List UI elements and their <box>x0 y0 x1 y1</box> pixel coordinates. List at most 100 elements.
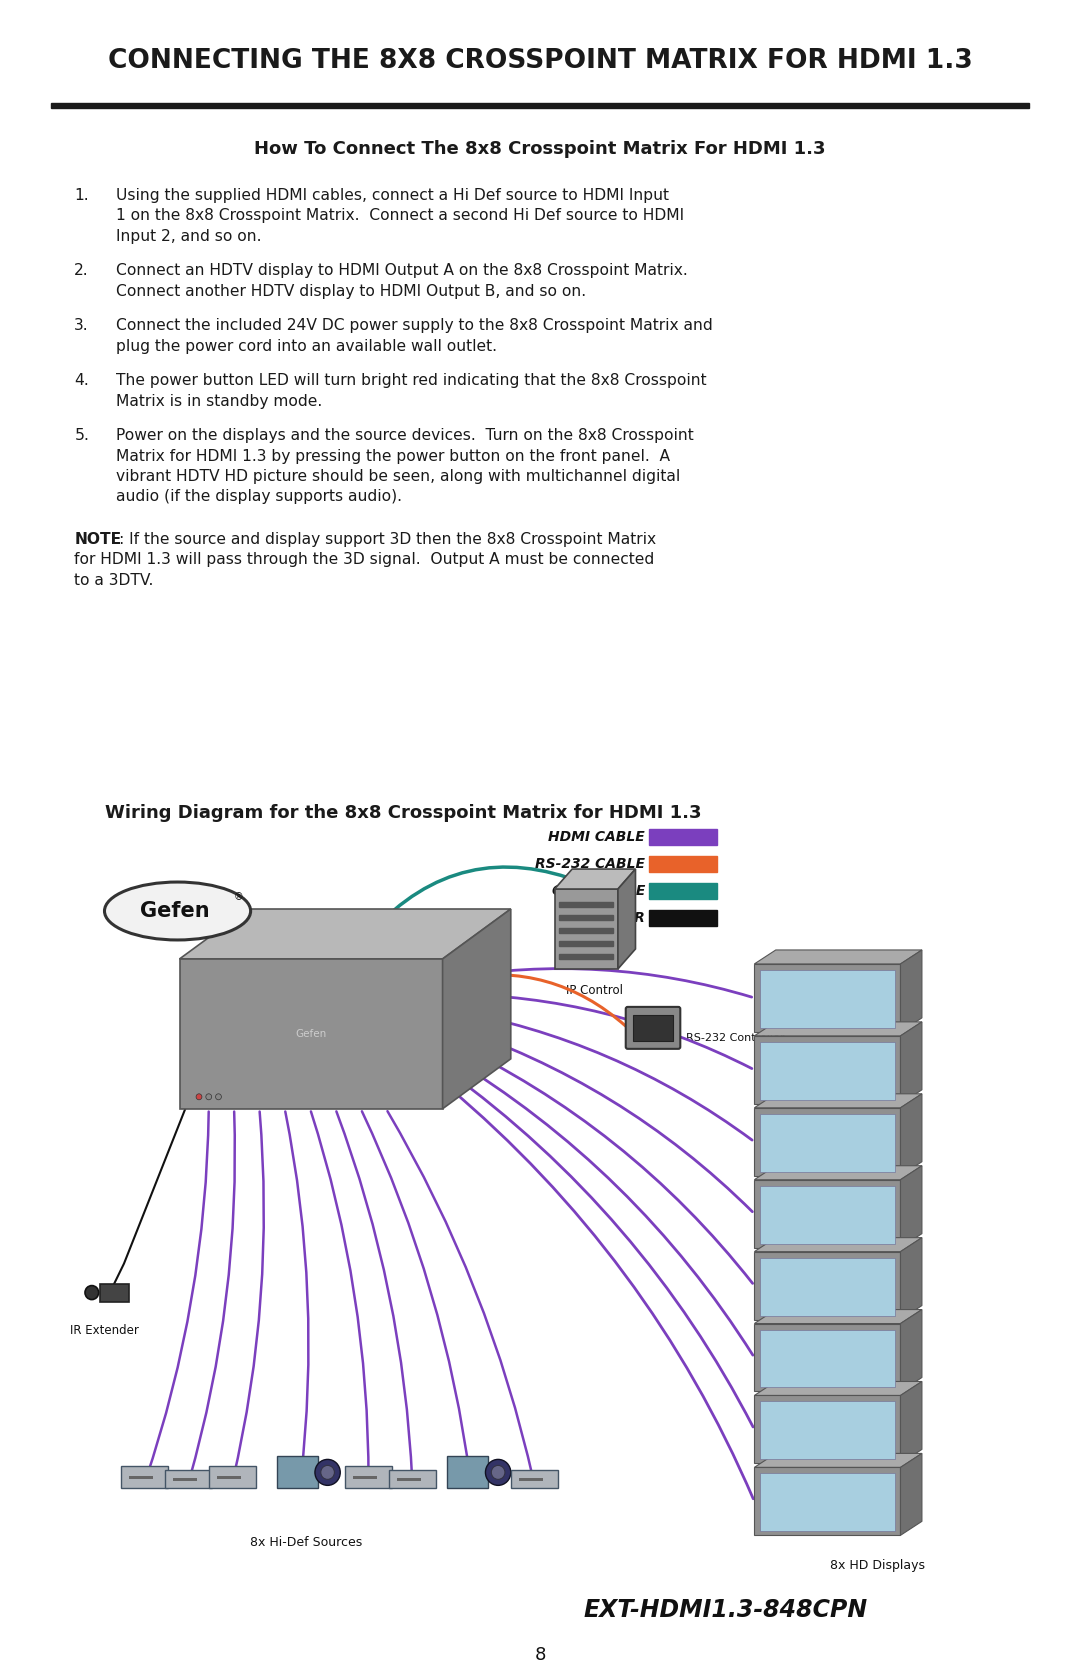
Text: Connect another HDTV display to HDMI Output B, and so on.: Connect another HDTV display to HDMI Out… <box>117 284 586 299</box>
Bar <box>760 1041 894 1100</box>
Text: Matrix for HDMI 1.3 by pressing the power button on the front panel.  A: Matrix for HDMI 1.3 by pressing the powe… <box>117 449 671 464</box>
Bar <box>559 901 613 906</box>
Text: 1.: 1. <box>75 189 89 204</box>
Text: IR Extender: IR Extender <box>70 1324 139 1337</box>
Text: to a 3DTV.: to a 3DTV. <box>75 572 153 587</box>
Polygon shape <box>901 1310 922 1392</box>
Text: 3.: 3. <box>75 319 89 334</box>
Bar <box>633 1015 674 1041</box>
Polygon shape <box>754 1467 901 1535</box>
Polygon shape <box>754 1093 922 1108</box>
Text: How To Connect The 8x8 Crosspoint Matrix For HDMI 1.3: How To Connect The 8x8 Crosspoint Matrix… <box>254 140 826 159</box>
Polygon shape <box>754 965 901 1031</box>
Polygon shape <box>754 1454 922 1467</box>
Text: Connect an HDTV display to HDMI Output A on the 8x8 Crosspoint Matrix.: Connect an HDTV display to HDMI Output A… <box>117 264 688 279</box>
Text: IP Control: IP Control <box>566 985 623 996</box>
Bar <box>121 1467 167 1489</box>
Text: 2.: 2. <box>75 264 89 279</box>
Bar <box>389 1470 435 1489</box>
Bar <box>649 883 717 900</box>
Polygon shape <box>901 1093 922 1175</box>
Polygon shape <box>754 1252 901 1320</box>
Bar <box>511 1470 557 1489</box>
Text: : If the source and display support 3D then the 8x8 Crosspoint Matrix: : If the source and display support 3D t… <box>119 532 657 547</box>
Bar <box>173 1479 197 1482</box>
Polygon shape <box>754 1310 922 1324</box>
Circle shape <box>85 1285 98 1300</box>
Polygon shape <box>754 1180 901 1248</box>
Circle shape <box>315 1459 340 1485</box>
Polygon shape <box>618 870 635 970</box>
Bar <box>760 1330 894 1387</box>
Text: RS-232 CABLE: RS-232 CABLE <box>536 858 645 871</box>
Polygon shape <box>754 1382 922 1395</box>
Bar <box>129 1477 153 1479</box>
Bar <box>51 103 1029 108</box>
Text: The power button LED will turn bright red indicating that the 8x8 Crosspoint: The power button LED will turn bright re… <box>117 374 706 389</box>
Bar <box>760 1474 894 1532</box>
Bar <box>559 915 613 920</box>
Text: ®: ® <box>234 891 244 901</box>
Bar <box>216 1477 241 1479</box>
Polygon shape <box>179 960 443 1108</box>
Bar <box>99 1283 129 1302</box>
Circle shape <box>206 1093 212 1100</box>
Text: Using the supplied HDMI cables, connect a Hi Def source to HDMI Input: Using the supplied HDMI cables, connect … <box>117 189 670 204</box>
Polygon shape <box>901 1021 922 1103</box>
Text: NOTE: NOTE <box>75 532 121 547</box>
Bar <box>396 1479 421 1482</box>
Polygon shape <box>754 1021 922 1036</box>
Polygon shape <box>901 950 922 1031</box>
Polygon shape <box>555 870 635 890</box>
Polygon shape <box>754 950 922 965</box>
Bar <box>649 910 717 926</box>
Bar <box>760 1113 894 1172</box>
Bar <box>760 1402 894 1459</box>
Bar <box>208 1467 256 1489</box>
Polygon shape <box>901 1165 922 1248</box>
Bar <box>649 829 717 845</box>
Text: IR: IR <box>630 911 645 925</box>
Polygon shape <box>754 1324 901 1392</box>
Text: HDMI CABLE: HDMI CABLE <box>549 829 645 845</box>
Bar <box>518 1479 543 1482</box>
Bar <box>276 1457 318 1489</box>
Polygon shape <box>754 1108 901 1175</box>
Circle shape <box>485 1459 511 1485</box>
Bar <box>346 1467 392 1489</box>
Text: audio (if the display supports audio).: audio (if the display supports audio). <box>117 489 402 504</box>
Text: plug the power cord into an available wall outlet.: plug the power cord into an available wa… <box>117 339 497 354</box>
Polygon shape <box>179 910 511 960</box>
Bar <box>760 1185 894 1243</box>
Polygon shape <box>555 890 618 970</box>
Text: 8x Hi-Def Sources: 8x Hi-Def Sources <box>251 1535 362 1549</box>
Bar <box>165 1470 212 1489</box>
Circle shape <box>197 1093 202 1100</box>
Text: Connect the included 24V DC power supply to the 8x8 Crosspoint Matrix and: Connect the included 24V DC power supply… <box>117 319 713 334</box>
Text: EXT-HDMI1.3-848CPN: EXT-HDMI1.3-848CPN <box>583 1599 867 1622</box>
Text: 8: 8 <box>535 1646 545 1664</box>
Text: 1 on the 8x8 Crosspoint Matrix.  Connect a second Hi Def source to HDMI: 1 on the 8x8 Crosspoint Matrix. Connect … <box>117 209 685 224</box>
Text: 4.: 4. <box>75 374 89 389</box>
Text: RS-232 Controller: RS-232 Controller <box>686 1033 785 1043</box>
Text: Input 2, and so on.: Input 2, and so on. <box>117 229 261 244</box>
Bar <box>447 1457 488 1489</box>
Text: CONNECTING THE 8X8 CROSSPOINT MATRIX FOR HDMI 1.3: CONNECTING THE 8X8 CROSSPOINT MATRIX FOR… <box>108 48 972 73</box>
Text: vibrant HDTV HD picture should be seen, along with multichannel digital: vibrant HDTV HD picture should be seen, … <box>117 469 680 484</box>
Polygon shape <box>901 1382 922 1464</box>
Polygon shape <box>443 910 511 1108</box>
Text: Matrix is in standby mode.: Matrix is in standby mode. <box>117 394 323 409</box>
Text: 5.: 5. <box>75 427 90 442</box>
Bar <box>760 970 894 1028</box>
Text: CAT5 CABLE: CAT5 CABLE <box>552 885 645 898</box>
Polygon shape <box>754 1395 901 1464</box>
Polygon shape <box>754 1238 922 1252</box>
Polygon shape <box>901 1238 922 1320</box>
Polygon shape <box>901 1454 922 1535</box>
Text: 8x HD Displays: 8x HD Displays <box>829 1559 924 1572</box>
Bar <box>559 955 613 960</box>
Bar <box>649 856 717 871</box>
Circle shape <box>491 1465 505 1479</box>
Circle shape <box>321 1465 335 1479</box>
Bar <box>559 941 613 946</box>
